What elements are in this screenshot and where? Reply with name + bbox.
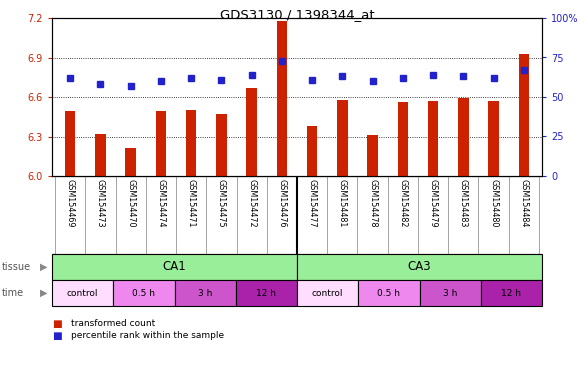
Text: GSM154479: GSM154479 xyxy=(429,179,437,228)
Bar xyxy=(125,148,136,176)
Bar xyxy=(519,53,529,176)
Text: GSM154481: GSM154481 xyxy=(338,179,347,227)
Text: time: time xyxy=(2,288,24,298)
Bar xyxy=(95,134,106,176)
Bar xyxy=(52,254,297,280)
Bar xyxy=(337,99,347,176)
Bar xyxy=(174,280,236,306)
Text: control: control xyxy=(312,288,343,298)
Bar xyxy=(297,254,542,280)
Text: GSM154480: GSM154480 xyxy=(489,179,498,227)
Bar xyxy=(277,21,287,176)
Text: 0.5 h: 0.5 h xyxy=(378,288,400,298)
Text: CA1: CA1 xyxy=(163,260,187,273)
Text: 3 h: 3 h xyxy=(443,288,457,298)
Text: GSM154477: GSM154477 xyxy=(307,179,317,228)
Text: GSM154482: GSM154482 xyxy=(399,179,407,228)
Bar xyxy=(65,111,76,176)
Bar xyxy=(488,101,499,176)
Text: GSM154478: GSM154478 xyxy=(368,179,377,228)
Bar xyxy=(419,280,480,306)
Bar xyxy=(297,280,358,306)
Text: tissue: tissue xyxy=(2,262,31,272)
Text: 12 h: 12 h xyxy=(501,288,521,298)
Bar xyxy=(358,280,419,306)
Bar xyxy=(113,280,174,306)
Text: ■: ■ xyxy=(52,319,62,329)
Bar xyxy=(428,101,439,176)
Text: GSM154473: GSM154473 xyxy=(96,179,105,228)
Text: 12 h: 12 h xyxy=(256,288,277,298)
Text: transformed count: transformed count xyxy=(71,319,155,328)
Text: GSM154475: GSM154475 xyxy=(217,179,226,228)
Bar xyxy=(397,102,408,176)
Bar xyxy=(458,98,469,176)
Text: GSM154484: GSM154484 xyxy=(519,179,528,227)
Text: GDS3130 / 1398344_at: GDS3130 / 1398344_at xyxy=(220,8,374,21)
Bar xyxy=(307,126,317,176)
Text: GSM154472: GSM154472 xyxy=(247,179,256,228)
Text: GSM154474: GSM154474 xyxy=(156,179,166,228)
Bar xyxy=(216,114,227,176)
Bar xyxy=(236,280,297,306)
Text: ■: ■ xyxy=(52,331,62,341)
Text: 0.5 h: 0.5 h xyxy=(132,288,155,298)
Text: CA3: CA3 xyxy=(408,260,431,273)
Text: GSM154483: GSM154483 xyxy=(459,179,468,227)
Text: percentile rank within the sample: percentile rank within the sample xyxy=(71,331,224,341)
Bar xyxy=(480,280,542,306)
Bar xyxy=(367,135,378,176)
Bar xyxy=(52,280,113,306)
Bar xyxy=(246,88,257,176)
Bar xyxy=(186,110,196,176)
Text: GSM154469: GSM154469 xyxy=(66,179,74,228)
Text: GSM154471: GSM154471 xyxy=(187,179,196,228)
Text: GSM154470: GSM154470 xyxy=(126,179,135,228)
Text: 3 h: 3 h xyxy=(198,288,212,298)
Text: ▶: ▶ xyxy=(40,288,48,298)
Text: ▶: ▶ xyxy=(40,262,48,272)
Text: control: control xyxy=(67,288,98,298)
Bar xyxy=(156,111,166,176)
Text: GSM154476: GSM154476 xyxy=(277,179,286,228)
